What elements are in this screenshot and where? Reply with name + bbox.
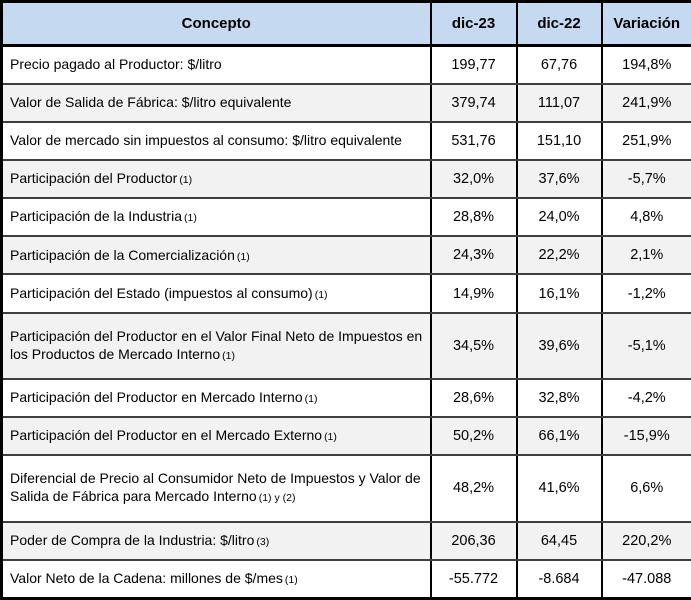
- footnote-marker: (1): [179, 174, 193, 187]
- footnote-marker: (1): [284, 573, 298, 586]
- concept-cell: Participación del Estado (impuestos al c…: [0, 273, 432, 314]
- table-row: Poder de Compra de la Industria: $/litro…: [0, 520, 691, 561]
- dic23-value: 206,36: [429, 520, 518, 561]
- concept-label: Participación de la Industria: [10, 208, 182, 225]
- concept-cell: Participación del Productor en el Mercad…: [0, 416, 432, 457]
- concept-cell: Valor Neto de la Cadena: millones de $/m…: [0, 558, 432, 600]
- dic22-value: 24,0%: [515, 197, 603, 238]
- variacion-value: 4,8%: [600, 197, 691, 238]
- variacion-value: -4,2%: [600, 378, 691, 419]
- column-header-variacion: Variación: [600, 0, 691, 47]
- dic22-value: 32,8%: [515, 378, 603, 419]
- footnote-marker: (1): [304, 393, 318, 406]
- footnote-marker: (1): [222, 349, 235, 362]
- dic22-value: 67,76: [515, 44, 603, 86]
- dic22-value: -8.684: [515, 558, 603, 600]
- table-row: Participación de la Industria (1) 28,8% 2…: [0, 197, 691, 238]
- concept-cell: Poder de Compra de la Industria: $/litro…: [0, 520, 432, 561]
- table-row: Participación de la Comercialización (1) …: [0, 235, 691, 276]
- table-row: Diferencial de Precio al Consumidor Neto…: [0, 454, 691, 523]
- dic22-value: 22,2%: [515, 235, 603, 276]
- dic23-value: 32,0%: [429, 159, 518, 200]
- table-row: Participación del Estado (impuestos al c…: [0, 273, 691, 314]
- concept-cell: Valor de mercado sin impuestos al consum…: [0, 121, 432, 162]
- table-row: Valor de Salida de Fábrica: $/litro equi…: [0, 83, 691, 124]
- dic23-value: 24,3%: [429, 235, 518, 276]
- footnote-marker: (3): [256, 535, 270, 548]
- dic23-value: 48,2%: [429, 454, 518, 523]
- variacion-value: -5,7%: [600, 159, 691, 200]
- variacion-value: 194,8%: [600, 44, 691, 86]
- concept-label: Valor de Salida de Fábrica: $/litro equi…: [10, 94, 292, 111]
- concept-label: Participación de la Comercialización: [10, 246, 235, 263]
- concept-label: Poder de Compra de la Industria: $/litro: [10, 531, 255, 548]
- variacion-value: -1,2%: [600, 273, 691, 314]
- dic22-value: 66,1%: [515, 416, 603, 457]
- footnote-marker: (1): [236, 250, 250, 263]
- variacion-value: -15,9%: [600, 416, 691, 457]
- dic23-value: 28,8%: [429, 197, 518, 238]
- concept-label: Participación del Productor en el Valor …: [10, 327, 423, 362]
- concept-label: Precio pagado al Productor: $/litro: [10, 56, 222, 73]
- dic22-value: 151,10: [515, 121, 603, 162]
- dic23-value: -55.772: [429, 558, 518, 600]
- table-row: Participación del Productor (1) 32,0% 37,…: [0, 159, 691, 200]
- dic23-value: 14,9%: [429, 273, 518, 314]
- dic22-value: 37,6%: [515, 159, 603, 200]
- variacion-value: 2,1%: [600, 235, 691, 276]
- variacion-value: 6,6%: [600, 454, 691, 523]
- dic22-value: 41,6%: [515, 454, 603, 523]
- concept-cell: Participación del Productor en Mercado I…: [0, 378, 432, 419]
- concept-label: Valor de mercado sin impuestos al consum…: [10, 132, 402, 149]
- header-row: Concepto dic-23 dic-22 Variación: [0, 0, 691, 47]
- dic23-value: 34,5%: [429, 311, 518, 381]
- variacion-value: -47.088: [600, 558, 691, 600]
- variacion-value: -5,1%: [600, 311, 691, 381]
- column-header-dic23: dic-23: [429, 0, 518, 47]
- variacion-value: 220,2%: [600, 520, 691, 561]
- table-row: Valor de mercado sin impuestos al consum…: [0, 121, 691, 162]
- table-row: Precio pagado al Productor: $/litro 199,…: [0, 44, 691, 86]
- dic23-value: 28,6%: [429, 378, 518, 419]
- table-row: Participación del Productor en Mercado I…: [0, 378, 691, 419]
- concept-cell: Participación del Productor (1): [0, 159, 432, 200]
- footnote-marker: (1): [184, 212, 197, 225]
- column-header-concepto: Concepto: [0, 0, 432, 47]
- table-row: Participación del Productor en el Mercad…: [0, 416, 691, 457]
- variacion-value: 241,9%: [600, 83, 691, 124]
- concept-cell: Valor de Salida de Fábrica: $/litro equi…: [0, 83, 432, 124]
- concept-label: Valor Neto de la Cadena: millones de $/m…: [10, 569, 283, 586]
- concept-cell: Participación del Productor en el Valor …: [0, 311, 432, 381]
- concept-cell: Participación de la Comercialización (1): [0, 235, 432, 276]
- variacion-value: 251,9%: [600, 121, 691, 162]
- dic23-value: 199,77: [429, 44, 518, 86]
- footnote-marker: (1): [324, 431, 337, 444]
- footnote-marker: (1): [314, 288, 328, 301]
- table-row: Participación del Productor en el Valor …: [0, 311, 691, 381]
- concept-cell: Participación de la Industria (1): [0, 197, 432, 238]
- concept-label: Participación del Productor: [10, 170, 178, 187]
- concept-label: Participación del Estado (impuestos al c…: [10, 284, 313, 301]
- concept-label: Participación del Productor en el Mercad…: [10, 427, 323, 444]
- footnote-marker: (1) y (2): [258, 492, 296, 505]
- concept-cell: Precio pagado al Productor: $/litro: [0, 44, 432, 86]
- table-row: Valor Neto de la Cadena: millones de $/m…: [0, 558, 691, 600]
- concept-cell: Diferencial de Precio al Consumidor Neto…: [0, 454, 432, 523]
- table-body: Precio pagado al Productor: $/litro 199,…: [0, 44, 691, 600]
- dic22-value: 64,45: [515, 520, 603, 561]
- column-header-dic22: dic-22: [515, 0, 603, 47]
- concept-label: Participación del Productor en Mercado I…: [10, 389, 303, 406]
- dic23-value: 379,74: [429, 83, 518, 124]
- concept-label: Diferencial de Precio al Consumidor Neto…: [10, 470, 421, 505]
- dic22-value: 39,6%: [515, 311, 603, 381]
- dic23-value: 531,76: [429, 121, 518, 162]
- dic22-value: 16,1%: [515, 273, 603, 314]
- dic22-value: 111,07: [515, 83, 603, 124]
- dic23-value: 50,2%: [429, 416, 518, 457]
